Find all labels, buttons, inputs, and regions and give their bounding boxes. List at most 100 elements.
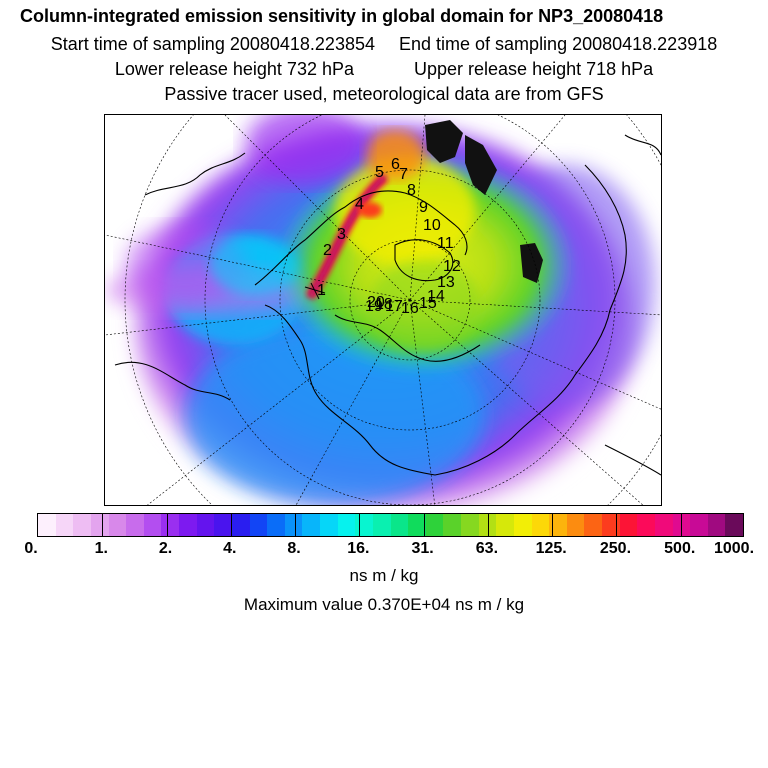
trajectory-point-7: 7: [399, 166, 408, 183]
coast-northwest: [144, 152, 246, 196]
colorbar-swatch: [443, 514, 461, 536]
trajectory-point-9: 9: [419, 199, 428, 216]
colorbar-swatch: [584, 514, 602, 536]
colorbar-tick-label: 8.: [287, 540, 301, 557]
lat-circle-70: [279, 169, 541, 431]
land-dark-patches: [425, 120, 543, 283]
trajectory-point-3: 3: [337, 226, 346, 243]
colorbar-swatch: [531, 514, 550, 536]
colorbar-swatch: [478, 514, 497, 536]
colorbar-swatch: [284, 514, 303, 536]
colorbar-swatch: [654, 514, 673, 536]
meridian-3: [147, 299, 411, 505]
colorbar-swatch: [513, 514, 532, 536]
colorbar-tick-label: 1.: [94, 540, 108, 557]
yellow-core: [335, 155, 475, 265]
graticule: [105, 115, 661, 505]
trajectory-point-8: 8: [407, 182, 416, 199]
meridian-2: [105, 299, 411, 336]
coast-west-bottom: [114, 361, 231, 401]
land-patch-1: [425, 120, 463, 163]
colorbar-tick-label: 1000.: [713, 540, 755, 557]
coast-northeast: [624, 134, 661, 156]
trajectory-point-14: 14: [427, 288, 445, 305]
colorbar-swatch: [425, 514, 444, 536]
meridian-9: [409, 115, 566, 301]
colorbar-swatch: [602, 514, 620, 536]
trajectory-point-19: 19: [365, 298, 383, 315]
colorbar-swatch: [461, 514, 479, 536]
trajectory-markers: 1 2 3 4 5 6 7 8 9 10 11 12 13 14 15 16 1…: [317, 156, 461, 317]
release-heights: Lower release height 732 hPa Upper releas…: [0, 59, 768, 80]
meridian-4: [295, 299, 411, 505]
sampling-times: Start time of sampling 20080418.223854 En…: [0, 34, 768, 55]
colorbar-swatch: [90, 514, 109, 536]
chart-title: Column-integrated emission sensitivity i…: [20, 6, 664, 26]
colorbar-swatch: [337, 514, 356, 536]
colorbar-swatch: [55, 514, 74, 536]
colorbar-swatch: [214, 514, 232, 536]
trajectory-point-6: 6: [391, 156, 400, 173]
colorbar-tick-label: 31.: [411, 540, 434, 557]
colorbar-tick-label: 2.: [158, 540, 173, 557]
colorbar-swatch: [372, 514, 391, 536]
colorbar-tick: [487, 514, 489, 536]
colorbar-swatch: [637, 514, 655, 536]
land-patch-2: [465, 135, 497, 195]
sensitivity-field: [105, 115, 655, 505]
colorbar-tick-label: 250.: [599, 540, 632, 557]
colorbar-tick-label: 0.: [24, 540, 38, 557]
colorbar-swatch: [73, 514, 91, 536]
colorbar-swatch: [143, 514, 162, 536]
start-time-label: Start time of sampling 20080418.223854: [50, 34, 375, 54]
lower-height-label: Lower release height 732 hPa: [114, 59, 354, 79]
trajectory-point-16: 16: [401, 300, 419, 317]
colorbar: [37, 513, 744, 537]
meridian-7: [409, 299, 661, 410]
colorbar-swatch: [320, 514, 338, 536]
coastlines: [114, 134, 661, 476]
colorbar-swatch: [249, 514, 268, 536]
colorbar-tick-label: 4.: [223, 540, 237, 557]
colorbar-tick-label: 500.: [664, 540, 696, 557]
colorbar-tick-labels: 0. 1. 2. 4. 8. 16. 31. 63. 125. 250. 500. 1000.: [0, 540, 768, 560]
cyan-west: [210, 235, 300, 295]
maximum-value-text: Maximum value 0.370E+04 ns m / kg: [243, 595, 525, 614]
meridian-5: [409, 299, 436, 505]
colorbar-swatch: [496, 514, 514, 536]
colorbar-swatch: [690, 514, 708, 536]
coast-eurasia-west: [264, 304, 436, 476]
magenta-core-band: [308, 175, 387, 299]
colorbar-swatch: [231, 514, 250, 536]
north-violet: [245, 115, 365, 185]
tracer-note: Passive tracer used, meteorological data…: [164, 84, 604, 104]
trajectory-point-1: 1: [317, 282, 326, 299]
colorbar-swatch: [179, 514, 197, 536]
colorbar-swatch: [408, 514, 426, 536]
colorbar-swatch: [302, 514, 320, 536]
colorbar-swatch: [390, 514, 409, 536]
trajectory-point-10: 10: [423, 217, 441, 234]
coast-siberia: [334, 314, 481, 362]
colorbar-swatch: [725, 514, 743, 536]
colorbar-swatch: [267, 514, 285, 536]
trajectory-point-20: 20: [367, 294, 385, 311]
trajectory-point-13: 13: [437, 274, 455, 291]
meridian-6: [409, 299, 644, 505]
emission-sensitivity-map: 1 2 3 4 5 6 7 8 9 10 11 12 13 14 15 16 1…: [105, 115, 661, 505]
lat-circle-60: [204, 115, 616, 505]
trajectory-point-2: 2: [323, 242, 332, 259]
colorbar-swatch: [196, 514, 215, 536]
release-site-marker: [304, 282, 326, 300]
trajectory-point-18: 18: [375, 296, 393, 313]
trajectory-point-12: 12: [443, 258, 461, 275]
red-spot: [358, 202, 382, 218]
trajectory-point-15: 15: [419, 295, 437, 312]
colorbar-tick: [295, 514, 297, 536]
colorbar-swatch: [549, 514, 567, 536]
colorbar-tick-label: 63.: [475, 540, 499, 557]
coast-southeast: [604, 444, 661, 476]
coast-arctic-island: [394, 239, 454, 282]
meridian-10: [409, 115, 426, 301]
colorbar-tick: [166, 514, 168, 536]
